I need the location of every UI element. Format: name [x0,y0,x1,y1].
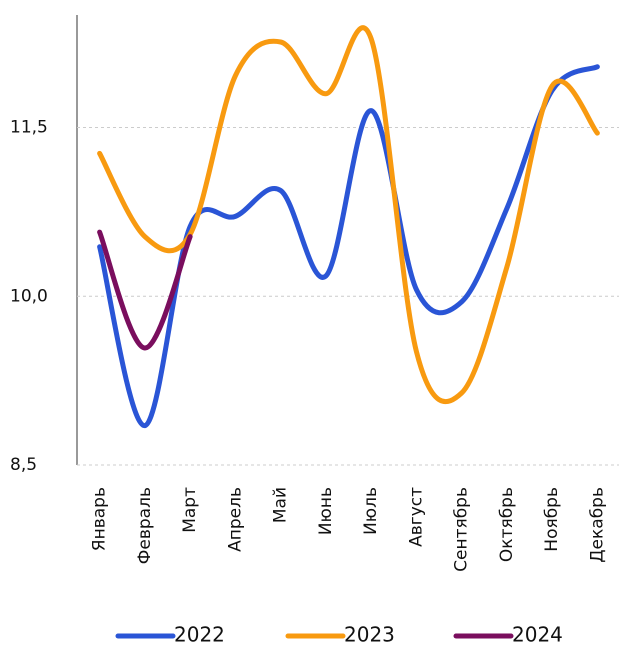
x-tick-label: Май [271,487,291,523]
legend-label: 2022 [174,623,225,647]
y-tick-label: 10,0 [10,286,48,306]
y-tick-label: 8,5 [10,455,37,475]
series-line [97,25,600,404]
y-tick-label: 11,5 [10,118,48,138]
x-tick-label: Ноябрь [542,487,562,552]
x-tick-label: Март [180,487,200,533]
x-tick-label: Сентябрь [452,487,472,572]
x-tick-label: Июль [361,487,381,535]
x-tick-label: Июнь [316,487,336,535]
x-tick-label: Октябрь [497,487,517,562]
legend-label: 2023 [344,623,395,647]
x-tick-label: Февраль [135,487,155,564]
series-line [97,64,600,429]
x-tick-label: Август [406,487,426,547]
x-tick-label: Апрель [225,487,245,552]
series-line [97,229,193,351]
x-tick-label: Декабрь [587,487,607,563]
legend-label: 2024 [512,623,563,647]
x-tick-label: Январь [90,487,110,551]
